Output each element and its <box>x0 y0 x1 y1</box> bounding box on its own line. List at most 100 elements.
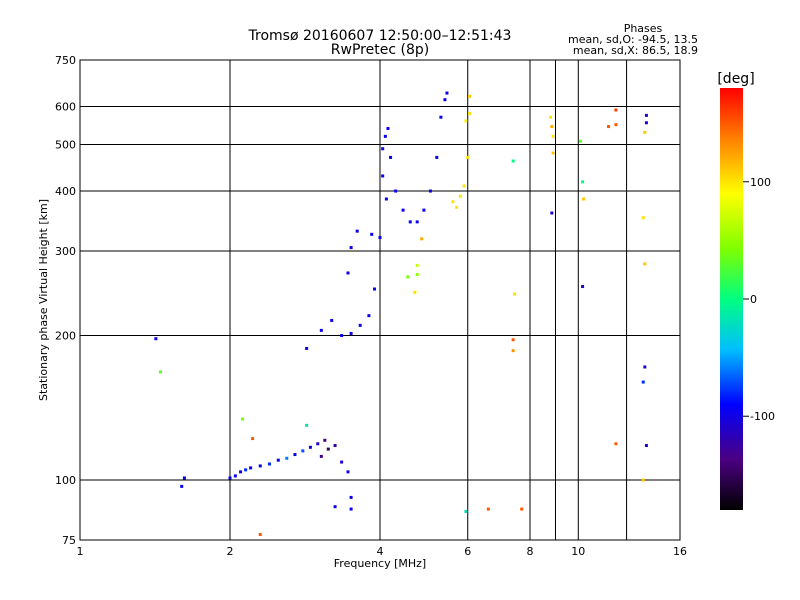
data-point <box>293 453 297 457</box>
data-point <box>378 236 382 240</box>
data-point <box>550 125 554 129</box>
data-point <box>381 147 385 151</box>
data-point <box>346 271 350 275</box>
data-point <box>308 445 312 449</box>
data-point <box>154 337 158 341</box>
data-point <box>384 197 388 201</box>
data-point <box>239 470 243 474</box>
data-point <box>513 292 517 296</box>
x-tick-label: 16 <box>673 545 687 558</box>
data-point <box>346 470 350 474</box>
data-point <box>445 91 449 95</box>
data-point <box>511 338 515 342</box>
y-tick-label: 75 <box>62 534 76 547</box>
data-point <box>358 323 362 327</box>
data-point <box>428 189 432 193</box>
x-tick-label: 1 <box>77 545 84 558</box>
data-point <box>330 318 334 322</box>
colorbar <box>720 88 743 510</box>
phases-o-line: mean, sd,O: -94.5, 13.5 <box>568 33 698 46</box>
data-point <box>389 155 393 159</box>
colorbar-tick-label: -100 <box>750 410 775 423</box>
phases-heading: Phases <box>624 22 663 35</box>
y-tick-label: 100 <box>55 474 76 487</box>
data-point <box>551 151 555 155</box>
data-point <box>614 108 618 112</box>
data-point <box>258 533 262 537</box>
x-tick-label: 6 <box>464 545 471 558</box>
y-axis-label: Stationary phase Virtual Height [km] <box>37 199 50 401</box>
data-point <box>251 437 255 441</box>
data-point <box>285 456 289 460</box>
data-point <box>340 460 344 464</box>
data-point <box>581 180 585 184</box>
data-point <box>349 495 353 499</box>
data-point <box>549 115 553 119</box>
data-point <box>578 139 582 143</box>
data-point <box>550 211 554 215</box>
data-point <box>511 349 515 353</box>
data-point <box>641 478 645 482</box>
data-point <box>319 454 323 458</box>
data-point <box>415 273 419 277</box>
x-tick-label: 2 <box>227 545 234 558</box>
data-point <box>244 468 248 472</box>
data-point <box>158 370 162 374</box>
data-point <box>464 119 468 123</box>
data-point <box>305 346 309 350</box>
data-point <box>367 314 371 318</box>
phases-x-line: mean, sd,X: 86.5, 18.9 <box>573 44 698 57</box>
data-point <box>641 380 645 384</box>
data-point <box>439 115 443 119</box>
y-tick-labels: 75 100 200 300 400 500 600 750 <box>55 54 76 547</box>
data-point <box>228 476 232 480</box>
data-point <box>614 123 618 127</box>
grid-lines <box>80 60 680 540</box>
data-point <box>643 365 647 369</box>
data-point <box>233 474 237 478</box>
data-point <box>408 220 412 224</box>
data-point <box>468 94 472 98</box>
data-point <box>182 476 186 480</box>
data-point <box>614 442 618 446</box>
colorbar-tick-label: 0 <box>750 293 757 306</box>
plot-frame <box>79 59 681 541</box>
data-point <box>241 417 245 421</box>
data-point <box>333 444 337 448</box>
data-point <box>401 208 405 212</box>
data-point <box>464 509 468 513</box>
data-point <box>644 113 648 117</box>
data-point <box>422 208 426 212</box>
data-point <box>607 125 611 129</box>
data-point <box>462 184 466 188</box>
x-tick-labels: 1 2 4 6 8 10 16 <box>77 545 688 558</box>
data-point <box>643 262 647 266</box>
y-tick-label: 200 <box>55 330 76 343</box>
data-point <box>643 130 647 134</box>
data-point <box>511 159 515 163</box>
data-point <box>180 484 184 488</box>
data-point <box>520 507 524 511</box>
data-point <box>582 197 586 201</box>
y-tick-label: 300 <box>55 245 76 258</box>
colorbar-label: [deg] <box>717 71 754 87</box>
data-point <box>349 246 353 250</box>
data-point <box>349 507 353 511</box>
data-point <box>406 275 410 279</box>
data-point <box>258 464 262 468</box>
x-tick-label: 10 <box>571 545 585 558</box>
chart-title: Tromsø 20160607 12:50:00–12:51:43 <box>248 28 512 44</box>
data-point <box>451 200 455 204</box>
data-point <box>466 155 470 159</box>
data-point <box>276 458 280 462</box>
data-point <box>644 121 648 125</box>
y-tick-label: 600 <box>55 101 76 114</box>
y-tick-label: 500 <box>55 139 76 152</box>
data-point <box>370 232 374 236</box>
y-tick-label: 750 <box>55 54 76 67</box>
data-point <box>455 205 459 209</box>
data-point <box>319 328 323 332</box>
data-point <box>355 229 359 233</box>
data-point <box>644 444 648 448</box>
